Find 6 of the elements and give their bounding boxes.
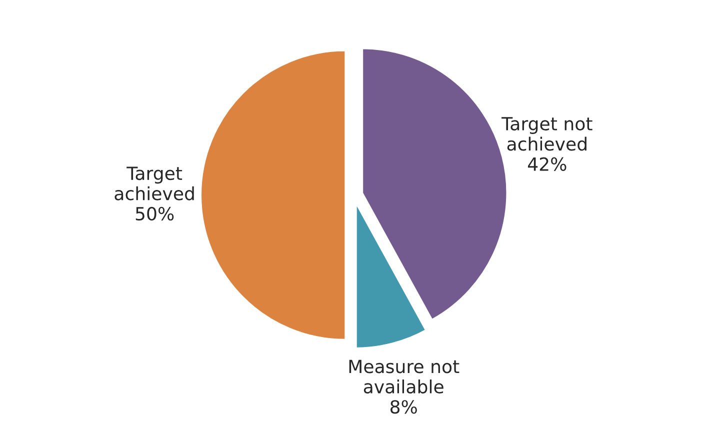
slice-label: Target not achieved — [502, 117, 592, 151]
slice-label: Target achieved — [114, 166, 194, 200]
data-label: 8% — [390, 400, 417, 414]
data-label: 42% — [528, 157, 566, 171]
data-label: 50% — [136, 206, 174, 221]
slice-label: Measure not available — [349, 360, 460, 394]
